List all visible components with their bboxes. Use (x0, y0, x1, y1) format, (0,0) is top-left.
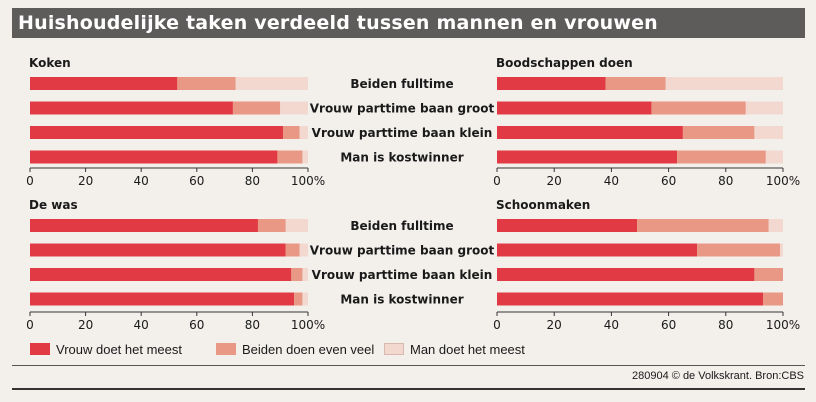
x-tick-label: 20 (547, 174, 562, 188)
bar-segment (302, 150, 308, 164)
x-tick-label: 100% (291, 174, 325, 188)
bar-segment (285, 219, 308, 232)
bar-segment (302, 292, 308, 306)
bar-segment (497, 219, 638, 232)
bar-segment (277, 150, 303, 164)
bar-segment (651, 101, 746, 115)
x-tick-label: 60 (189, 174, 204, 188)
chart-title: Huishoudelijke taken verdeeld tussen man… (12, 8, 805, 38)
bar-segment (677, 150, 766, 164)
bar-segment (497, 292, 763, 306)
legend-item-beiden: Beiden doen even veel (216, 342, 380, 357)
bar-segment (745, 101, 783, 115)
legend-swatch-beiden (216, 343, 236, 355)
panel-title: Boodschappen doen (496, 56, 633, 70)
x-tick-label: 40 (134, 318, 149, 332)
legend-item-vrouw: Vrouw doet het meest (30, 342, 210, 357)
bottom-divider (12, 388, 805, 390)
x-tick-label: 40 (134, 174, 149, 188)
bar-segment (754, 126, 783, 139)
category-label: Man is kostwinner (340, 151, 463, 165)
bar-segment (30, 101, 233, 115)
x-tick-label: 80 (718, 318, 733, 332)
bar-segment (697, 243, 781, 257)
bar-segment (497, 126, 683, 139)
panel-title: De was (29, 198, 78, 212)
category-label: Beiden fulltime (350, 77, 453, 91)
x-tick-label: 0 (26, 318, 34, 332)
x-tick-label: 0 (26, 174, 34, 188)
category-label: Man is kostwinner (340, 293, 463, 307)
bar-segment (30, 268, 292, 281)
legend-swatch-vrouw (30, 343, 50, 355)
x-tick-label: 100% (766, 174, 800, 188)
legend-item-man: Man doet het meest (384, 342, 525, 357)
x-tick-label: 80 (718, 174, 733, 188)
bar-segment (235, 77, 308, 90)
x-tick-label: 80 (245, 318, 260, 332)
legend-label-man: Man doet het meest (410, 341, 525, 357)
panel-title: Koken (29, 56, 71, 70)
x-tick-label: 60 (661, 174, 676, 188)
bar-segment (497, 101, 652, 115)
bar-segment (299, 126, 308, 139)
bar-segment (294, 292, 303, 306)
bar-segment (768, 219, 783, 232)
category-label: Beiden fulltime (350, 219, 453, 233)
bar-segment (665, 77, 783, 90)
x-tick-label: 40 (604, 318, 619, 332)
bar-segment (30, 126, 283, 139)
legend: Vrouw doet het meest Beiden doen even ve… (30, 339, 525, 359)
panel-title: Schoonmaken (496, 198, 590, 212)
category-label: Vrouw parttime baan klein (312, 268, 493, 282)
bar-segment (285, 243, 300, 257)
bar-segment (177, 77, 236, 90)
bar-segment (497, 268, 755, 281)
legend-label-vrouw: Vrouw doet het meest (56, 341, 182, 357)
bar-segment (765, 150, 783, 164)
category-label: Vrouw parttime baan groot (310, 102, 495, 116)
bar-segment (257, 219, 286, 232)
x-tick-label: 0 (493, 318, 501, 332)
x-tick-label: 60 (189, 318, 204, 332)
source-credit: 280904 © de Volkskrant. Bron:CBS (632, 370, 804, 382)
legend-swatch-man (384, 343, 404, 355)
bar-segment (302, 268, 308, 281)
bar-segment (30, 292, 295, 306)
bar-segment (232, 101, 281, 115)
divider-line (12, 365, 805, 366)
x-tick-label: 20 (78, 174, 93, 188)
x-tick-label: 60 (661, 318, 676, 332)
bar-segment (497, 150, 678, 164)
bar-segment (299, 243, 308, 257)
category-label: Vrouw parttime baan groot (310, 244, 495, 258)
bar-segment (780, 243, 783, 257)
legend-label-beiden: Beiden doen even veel (242, 341, 375, 357)
bar-segment (282, 126, 300, 139)
category-label: Vrouw parttime baan klein (312, 126, 493, 140)
bar-segment (682, 126, 755, 139)
bar-segment (637, 219, 769, 232)
x-tick-label: 20 (547, 318, 562, 332)
x-tick-label: 100% (291, 318, 325, 332)
x-tick-label: 100% (766, 318, 800, 332)
bar-segment (30, 219, 258, 232)
bar-segment (30, 150, 278, 164)
bar-segment (605, 77, 666, 90)
bar-segment (754, 268, 783, 281)
bar-segment (762, 292, 783, 306)
bar-segment (291, 268, 303, 281)
x-tick-label: 0 (493, 174, 501, 188)
bar-segment (30, 243, 286, 257)
bar-segment (497, 77, 606, 90)
x-tick-label: 80 (245, 174, 260, 188)
x-tick-label: 20 (78, 318, 93, 332)
bar-segment (30, 77, 178, 90)
bar-segment (497, 243, 698, 257)
bar-segment (280, 101, 308, 115)
x-tick-label: 40 (604, 174, 619, 188)
